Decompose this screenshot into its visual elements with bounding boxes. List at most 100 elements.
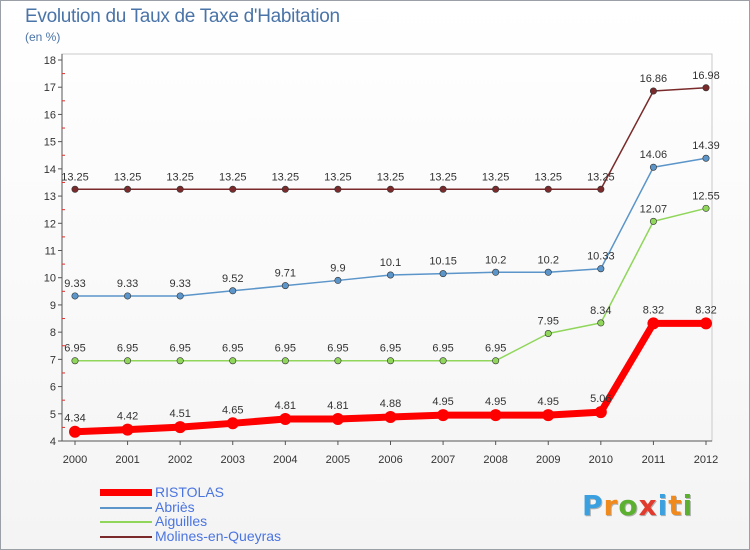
data-point [281, 282, 289, 290]
data-point [331, 412, 344, 425]
x-tick-label: 2006 [378, 454, 402, 466]
data-point [71, 185, 79, 193]
y-tick-label: 9 [50, 300, 56, 312]
logo-letter: t [668, 489, 683, 522]
data-point [489, 409, 502, 422]
x-tick-label: 2004 [273, 454, 297, 466]
data-label: 8.32 [643, 304, 664, 316]
data-point [124, 357, 132, 365]
data-point [176, 185, 184, 193]
data-label: 13.25 [166, 171, 194, 183]
data-point [597, 185, 605, 193]
legend-swatch [100, 489, 152, 496]
data-point [386, 357, 394, 365]
data-label: 10.2 [538, 254, 559, 266]
data-label: 9.71 [275, 268, 296, 280]
data-label: 16.98 [692, 70, 720, 82]
legend-label: Abriès [155, 499, 195, 515]
data-label: 6.95 [485, 343, 506, 355]
chart-unit: (en %) [25, 30, 61, 44]
x-tick-label: 2012 [694, 454, 718, 466]
data-point [702, 204, 710, 212]
y-tick-label: 6 [50, 382, 56, 394]
legend-label: Molines-en-Queyras [155, 528, 282, 544]
data-label: 9.9 [330, 262, 345, 274]
legend-label: RISTOLAS [155, 484, 224, 500]
data-label: 13.25 [114, 171, 142, 183]
y-tick-label: 14 [44, 164, 56, 176]
logo-letter: i [682, 489, 694, 522]
data-point [71, 357, 79, 365]
chart-title: Evolution du Taux de Taxe d'Habitation [25, 6, 340, 27]
x-tick-label: 2011 [642, 454, 666, 466]
data-point [71, 292, 79, 300]
data-point [702, 84, 710, 92]
logo-letter: i [657, 489, 669, 522]
data-label: 10.2 [485, 254, 506, 266]
data-label: 9.33 [64, 278, 85, 290]
y-tick-label: 4 [50, 436, 56, 448]
data-label: 10.15 [429, 256, 457, 268]
legend-item-aiguilles: Aiguilles [100, 513, 360, 529]
y-tick-label: 13 [44, 191, 56, 203]
data-label: 9.33 [117, 278, 138, 290]
data-point [229, 357, 237, 365]
data-point [492, 185, 500, 193]
data-point [647, 317, 660, 330]
data-point [124, 185, 132, 193]
data-point [229, 287, 237, 295]
data-point [176, 357, 184, 365]
x-tick-label: 2008 [483, 454, 507, 466]
data-point [334, 276, 342, 284]
data-point [121, 423, 134, 436]
data-label: 6.95 [222, 343, 243, 355]
data-point [439, 357, 447, 365]
data-point [649, 217, 657, 225]
data-label: 4.34 [64, 413, 85, 425]
legend-item-ristolas: RISTOLAS [100, 484, 360, 500]
data-point [281, 185, 289, 193]
data-point [542, 409, 555, 422]
logo-letter: x [638, 489, 658, 522]
data-label: 13.25 [482, 171, 510, 183]
data-point [334, 357, 342, 365]
y-tick-label: 17 [44, 82, 56, 94]
data-label: 13.25 [219, 171, 247, 183]
data-label: 13.25 [324, 171, 352, 183]
y-tick-label: 10 [44, 273, 56, 285]
x-tick-label: 2000 [63, 454, 87, 466]
data-label: 12.07 [640, 203, 668, 215]
data-point [384, 411, 397, 424]
data-point [226, 417, 239, 430]
y-tick-label: 11 [45, 246, 56, 258]
data-point [594, 406, 607, 419]
data-label: 14.39 [692, 140, 720, 152]
proxiti-logo: Proxiti [582, 489, 693, 522]
data-point [597, 319, 605, 327]
y-tick-label: 8 [50, 327, 56, 339]
data-label: 4.65 [222, 404, 243, 416]
data-label: 13.25 [272, 171, 300, 183]
data-point [437, 409, 450, 422]
data-point [544, 268, 552, 276]
data-point [386, 185, 394, 193]
x-tick-label: 2007 [431, 454, 455, 466]
data-point [544, 330, 552, 338]
data-label: 4.95 [432, 396, 453, 408]
data-label: 6.95 [64, 343, 85, 355]
y-tick-label: 16 [44, 109, 56, 121]
data-point [281, 357, 289, 365]
data-label: 13.25 [61, 171, 89, 183]
data-label: 6.95 [169, 343, 190, 355]
data-label: 13.25 [377, 171, 405, 183]
data-point [492, 357, 500, 365]
data-label: 4.88 [380, 398, 401, 410]
data-label: 6.95 [432, 343, 453, 355]
x-tick-label: 2009 [536, 454, 560, 466]
data-label: 10.1 [380, 257, 401, 269]
data-label: 13.25 [534, 171, 562, 183]
data-label: 4.95 [485, 396, 506, 408]
x-tick-label: 2010 [589, 454, 613, 466]
data-label: 10.33 [587, 251, 615, 263]
y-tick-label: 18 [44, 55, 56, 67]
